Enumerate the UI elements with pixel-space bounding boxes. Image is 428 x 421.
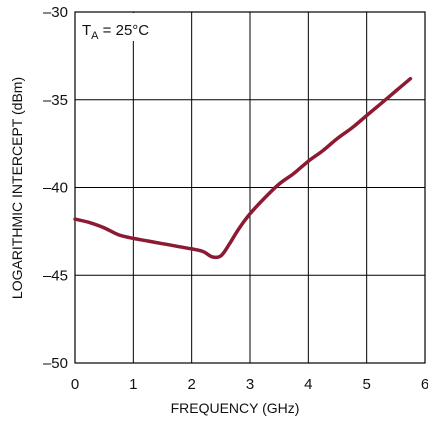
x-tick-label: 4 <box>304 376 312 393</box>
x-tick-label: 5 <box>362 376 370 393</box>
plot-frame <box>74 11 426 364</box>
y-tick-label: –40 <box>43 180 68 197</box>
annotation-subscript: A <box>91 30 99 42</box>
temperature-annotation: TA = 25°C <box>82 22 149 42</box>
x-tick-label: 0 <box>71 376 79 393</box>
y-tick-label: –30 <box>43 4 68 21</box>
y-tick-labels: –30 –35 –40 –45 –50 <box>43 4 68 372</box>
annotation-main: T <box>82 22 91 39</box>
y-tick-label: –50 <box>43 355 68 372</box>
y-axis-label: LOGARITHMIC INTERCEPT (dBm) <box>9 77 25 299</box>
x-tick-label: 2 <box>187 376 195 393</box>
x-axis-label: FREQUENCY (GHz) <box>171 400 300 416</box>
y-tick-label: –35 <box>43 92 68 109</box>
grid <box>75 12 425 363</box>
x-tick-labels: 0 1 2 3 4 5 6 <box>71 376 428 393</box>
x-tick-label: 1 <box>129 376 137 393</box>
annotation-box: TA = 25°C <box>76 13 156 42</box>
annotation-background <box>76 13 156 41</box>
x-tick-label: 6 <box>421 376 428 393</box>
annotation-rest: = 25°C <box>99 22 150 39</box>
x-tick-label: 3 <box>246 376 254 393</box>
intercept-line <box>73 76 413 260</box>
y-tick-label: –45 <box>43 267 68 284</box>
